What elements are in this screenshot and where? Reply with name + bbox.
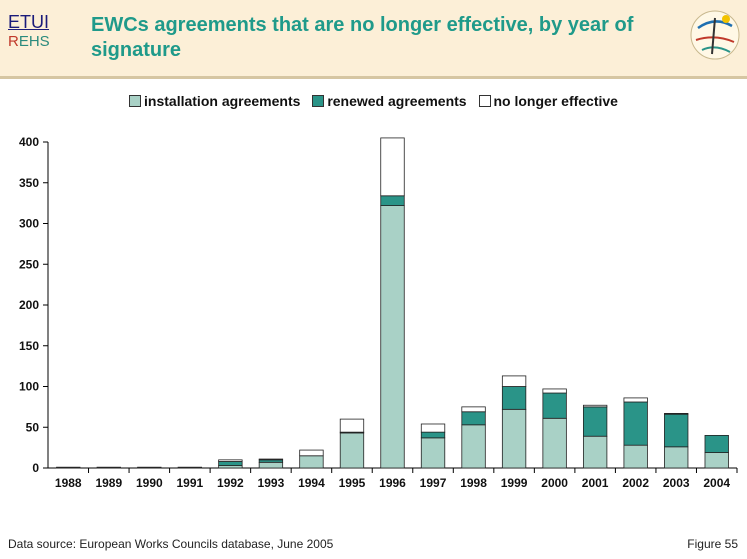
- legend-swatch-no-longer: [478, 95, 491, 107]
- bar-segment-1996-renewed: [380, 195, 405, 206]
- y-tick-label: 50: [26, 420, 40, 434]
- bar-segment-1992-renewed: [218, 461, 243, 466]
- bar-segment-1992-no-longer: [218, 459, 243, 462]
- legend-swatch-installation: [129, 95, 142, 107]
- bar-segment-1996-no-longer: [380, 137, 405, 197]
- bar-segment-1999-renewed: [501, 386, 527, 410]
- y-tick-label: 100: [19, 380, 39, 394]
- bar-segment-2002-no-longer: [623, 397, 648, 403]
- x-tick-label-1990: 1990: [136, 476, 163, 490]
- bar-segment-2001-installation: [582, 435, 608, 469]
- x-tick-label-1988: 1988: [55, 476, 82, 490]
- x-tick-label-2003: 2003: [663, 476, 690, 490]
- figure-number: Figure 55: [687, 537, 738, 551]
- bar-segment-1988-no-longer: [56, 466, 81, 469]
- x-tick-label-1992: 1992: [217, 476, 244, 490]
- bar-segment-2003-installation: [664, 446, 689, 469]
- bar-segment-2004-installation: [704, 452, 729, 469]
- y-tick-label: 200: [19, 298, 39, 312]
- bar-segment-1999-no-longer: [501, 375, 527, 387]
- bar-segment-2002-installation: [623, 444, 648, 469]
- x-tick-label-2004: 2004: [703, 476, 730, 490]
- legend-item-no-longer: no longer effective: [478, 93, 618, 109]
- x-tick-label-1996: 1996: [379, 476, 406, 490]
- bar-segment-1999-installation: [501, 408, 527, 469]
- bar-segment-2000-renewed: [542, 392, 567, 419]
- legend-swatch-renewed: [312, 95, 325, 107]
- bar-segment-2000-no-longer: [542, 388, 567, 394]
- bar-segment-1995-no-longer: [339, 418, 365, 433]
- bar-segment-1991-no-longer: [177, 466, 203, 469]
- bar-segment-1994-no-longer: [299, 449, 324, 457]
- x-tick-label-1999: 1999: [501, 476, 528, 490]
- page-title: EWCs agreements that are no longer effec…: [91, 14, 634, 61]
- bar-segment-2002-renewed: [623, 401, 648, 446]
- bar-segment-1990-no-longer: [137, 466, 162, 469]
- bar-segment-1989-no-longer: [96, 466, 121, 469]
- x-tick-label-1994: 1994: [298, 476, 325, 490]
- bar-segment-1998-no-longer: [461, 406, 486, 413]
- y-tick-label: 350: [19, 176, 39, 190]
- logo-rehs-text: REHS: [8, 33, 50, 50]
- y-tick-label: 150: [19, 339, 39, 353]
- chart-legend: installation agreements renewed agreemen…: [0, 93, 747, 109]
- bar-segment-1998-renewed: [461, 411, 486, 426]
- bar-segment-2003-renewed: [664, 413, 689, 448]
- bar-segment-1996-installation: [380, 205, 405, 469]
- x-tick-label-1995: 1995: [339, 476, 366, 490]
- x-tick-label-2000: 2000: [541, 476, 568, 490]
- y-tick-label: 0: [32, 461, 39, 475]
- legend-item-installation: installation agreements: [129, 93, 300, 109]
- emblem-icon: [690, 10, 740, 60]
- header-band: ETUI REHS EWCs agreements that are no lo…: [0, 0, 747, 79]
- legend-item-renewed: renewed agreements: [312, 93, 467, 109]
- etui-rehs-logo: ETUI REHS: [8, 12, 72, 52]
- x-tick-label-2002: 2002: [622, 476, 649, 490]
- x-tick-label-1993: 1993: [258, 476, 285, 490]
- x-tick-label-1997: 1997: [420, 476, 447, 490]
- bar-segment-1994-installation: [299, 455, 324, 469]
- x-tick-label-1989: 1989: [95, 476, 122, 490]
- x-tick-label-2001: 2001: [582, 476, 609, 490]
- bar-segment-2001-renewed: [582, 406, 608, 437]
- bar-segment-1997-installation: [420, 437, 446, 469]
- bar-segment-1997-renewed: [420, 431, 446, 439]
- bar-segment-1995-installation: [339, 432, 365, 469]
- y-tick-label: 250: [19, 257, 39, 271]
- bar-segment-2000-installation: [542, 417, 567, 469]
- x-tick-label-1991: 1991: [177, 476, 204, 490]
- stacked-bar-chart: 0 50 100 150 200 250 300 350 400 1988 1989 1990 1991…: [19, 135, 738, 490]
- y-tick-label: 400: [19, 135, 39, 149]
- bar-segment-2003-no-longer: [664, 412, 689, 415]
- logo-etui-text: ETUI: [8, 12, 50, 32]
- bar-segment-2001-no-longer: [582, 404, 608, 408]
- data-source-note: Data source: European Works Councils dat…: [8, 537, 334, 551]
- bar-segment-1993-installation: [258, 461, 284, 469]
- bar-segment-1997-no-longer: [420, 423, 446, 433]
- bar-segment-1998-installation: [461, 424, 486, 469]
- y-tick-label: 300: [19, 217, 39, 231]
- bar-segment-1993-no-longer: [258, 458, 284, 461]
- bar-segment-2004-renewed: [704, 434, 729, 453]
- x-tick-label-1998: 1998: [460, 476, 487, 490]
